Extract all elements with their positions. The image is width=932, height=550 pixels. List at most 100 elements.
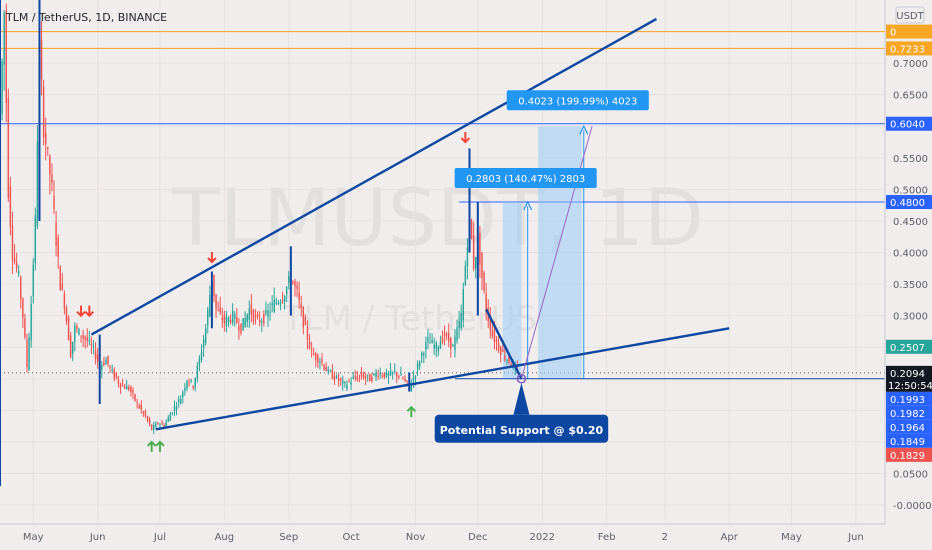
candle-body: [416, 363, 419, 370]
time-axis[interactable]: May Jun Jul Aug Sep Oct Nov Dec 2022 Feb 2 Apr May Ju…: [23, 532, 864, 543]
candle-body: [36, 141, 39, 227]
candle-body: [298, 292, 300, 300]
candle-body: [404, 378, 406, 381]
price-tag-label: 0.1993: [890, 395, 925, 406]
candle-body: [425, 342, 427, 350]
candle-body: [475, 256, 477, 269]
candle-body: [256, 313, 259, 318]
candle-body: [275, 302, 278, 304]
candle-body: [148, 419, 151, 424]
candle-body: [406, 380, 408, 382]
candle-body: [194, 378, 197, 389]
candle-body: [44, 132, 47, 145]
trendline-upper-channel[interactable]: [90, 17, 658, 336]
candle-body: [163, 425, 165, 428]
candle-body: [146, 416, 149, 421]
candle-body: [362, 374, 365, 379]
candle-body: [209, 295, 211, 317]
candle-body: [327, 368, 329, 372]
candle-body: [346, 384, 348, 389]
candle-body: [28, 337, 30, 370]
candle-body: [429, 342, 431, 344]
candle-body: [335, 375, 338, 378]
candle-body: [63, 293, 66, 309]
price-tag-label: 0.6040: [890, 120, 925, 131]
candle-body: [366, 374, 369, 376]
candle-body: [26, 340, 28, 367]
candle-body: [186, 380, 188, 389]
arrow-down-icon: [460, 132, 471, 144]
y-tick-label: 0.0500: [893, 469, 928, 480]
candle-body: [400, 374, 402, 376]
price-tag: [886, 365, 932, 392]
arrow-down-icon: [84, 305, 95, 318]
candle-body: [207, 309, 209, 326]
candle-body: [234, 313, 236, 319]
candle-body: [144, 411, 147, 417]
x-tick-label: Apr: [721, 532, 739, 543]
candle-body: [159, 424, 161, 426]
candle-body: [7, 98, 10, 198]
candle-body: [196, 365, 199, 379]
price-tag-label: 0.1964: [890, 423, 925, 434]
trendline-lower-channel[interactable]: [155, 327, 730, 431]
candle-body: [504, 355, 506, 360]
candle-body: [360, 373, 363, 377]
candle-body: [65, 307, 68, 322]
candle-body: [265, 310, 267, 314]
price-tag-label: 0.7233: [890, 44, 925, 55]
candle-body: [74, 325, 76, 342]
price-tag: [886, 195, 932, 210]
candle-body: [248, 308, 251, 320]
candle-body: [190, 379, 192, 381]
candle-body: [263, 313, 265, 323]
candle-body: [462, 289, 465, 321]
candle-body: [371, 376, 373, 381]
candle-body: [3, 12, 5, 65]
price-tag-label: 0: [890, 28, 896, 39]
candle-body: [184, 387, 186, 391]
candle-body: [385, 372, 388, 377]
candle-body: [310, 349, 313, 351]
currency-button[interactable]: USDT: [895, 6, 925, 24]
candle-body: [161, 422, 163, 425]
candle-body: [375, 373, 377, 378]
candle-body: [296, 285, 298, 289]
candle-body: [155, 423, 157, 428]
y-tick-label: 0.4500: [893, 217, 928, 228]
candle-body: [325, 366, 327, 372]
candle-body: [11, 225, 14, 260]
candle-body: [348, 380, 350, 382]
candle-body: [508, 354, 510, 363]
candle-body: [219, 307, 221, 313]
candle-body: [177, 399, 180, 402]
candle-body: [333, 376, 336, 381]
candle-body: [94, 350, 97, 360]
candle-body: [61, 283, 64, 290]
trendline-falling-wedge-top[interactable]: [485, 308, 523, 380]
x-tick-label: Jun: [89, 532, 106, 543]
candle-body: [51, 174, 53, 183]
price-tag-label: 0.2507: [890, 343, 925, 354]
candle-body: [171, 412, 174, 414]
candle-body: [485, 293, 487, 313]
candle-body: [53, 195, 55, 210]
candle-body: [423, 353, 425, 355]
candle-body: [364, 376, 367, 378]
candle-body: [22, 298, 24, 318]
x-tick-label: May: [781, 532, 802, 543]
candle-body: [493, 330, 496, 342]
price-tag-label: 0.1982: [890, 409, 925, 420]
candle-body: [379, 372, 381, 375]
x-tick-label: 2: [662, 532, 668, 543]
candle-body: [445, 334, 448, 336]
candle-body: [47, 146, 49, 149]
candle-body: [180, 398, 182, 404]
measure-arrow-head: [523, 200, 533, 211]
candle-body: [439, 342, 442, 349]
candle-body: [115, 372, 118, 379]
candle-body: [288, 276, 290, 283]
candle-body: [111, 369, 113, 371]
